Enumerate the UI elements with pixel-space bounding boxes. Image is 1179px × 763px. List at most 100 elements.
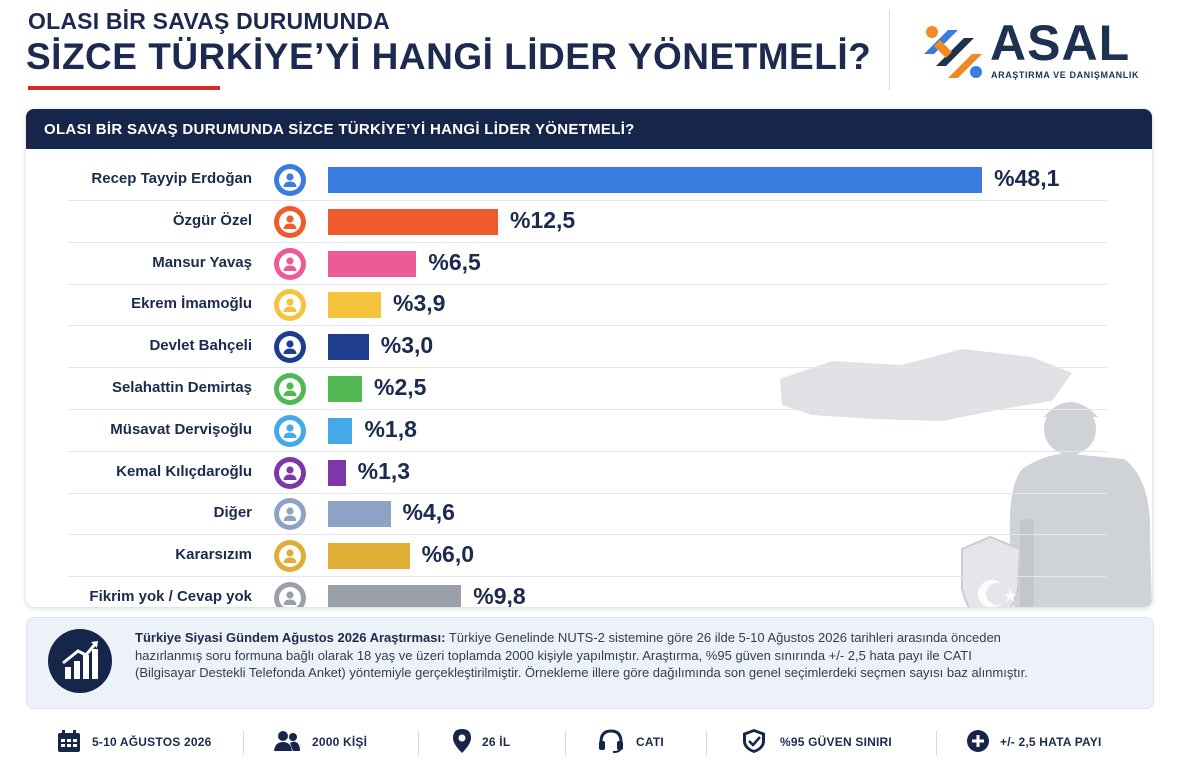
bar (328, 417, 353, 444)
chart-row: Ekrem İmamoğlu %3,9 (26, 284, 1152, 327)
category-label: Devlet Bahçeli (149, 337, 252, 355)
bar (328, 250, 417, 277)
person-avatar-icon (274, 205, 306, 238)
category-label: Kararsızım (175, 546, 252, 564)
footer-sample-label: 2000 KİŞİ (312, 735, 368, 749)
title-line-2: SİZCE TÜRKİYE’Yİ HANGİ LİDER YÖNETMELİ? (26, 36, 872, 77)
title-underline (28, 86, 220, 90)
value-label: %6,5 (428, 248, 481, 275)
chart-row: Fikrim yok / Cevap yok %9,8 (26, 577, 1152, 607)
people-icon (274, 731, 300, 751)
methodology-text: Türkiye Siyasi Gündem Ağustos 2026 Araşt… (135, 629, 1035, 682)
category-label: Özgür Özel (172, 211, 252, 229)
category-label: Ekrem İmamoğlu (131, 295, 252, 313)
category-label: Diğer (213, 504, 252, 522)
footer-method-label: CATI (636, 735, 664, 749)
brand-mark-icon (924, 26, 982, 78)
value-label: %1,8 (364, 415, 417, 442)
row-separator (68, 283, 1107, 285)
footer-bar: 5-10 AĞUSTOS 2026 2000 KİŞİ 26 İL CATI %… (0, 719, 1179, 763)
header-divider (889, 10, 890, 90)
category-label: Müsavat Dervişoğlu (110, 420, 252, 438)
chart-row: Kararsızım %6,0 (26, 535, 1152, 578)
bar (328, 543, 410, 570)
bar (328, 334, 369, 361)
category-label: Recep Tayyip Erdoğan (91, 170, 252, 187)
footer-provinces-label: 26 İL (482, 735, 511, 749)
person-avatar-icon (274, 164, 306, 196)
value-label: %9,8 (473, 583, 526, 607)
person-avatar-icon (274, 456, 306, 489)
value-label: %6,0 (421, 541, 475, 568)
row-separator (68, 576, 1107, 578)
row-separator (68, 367, 1107, 369)
brand-name: ASAL (990, 15, 1131, 71)
methodology-body: Türkiye Genelinde NUTS-2 sistemine göre … (135, 630, 1028, 680)
row-separator (68, 200, 1107, 201)
bar (328, 292, 382, 319)
chart-row: Özgür Özel %12,5 (26, 201, 1152, 243)
methodology-box: Türkiye Siyasi Gündem Ağustos 2026 Araşt… (26, 617, 1154, 709)
row-separator (68, 534, 1107, 536)
bar (328, 585, 462, 607)
bar (328, 167, 983, 193)
value-label: %3,0 (380, 332, 434, 359)
footer-date-label: 5-10 AĞUSTOS 2026 (92, 735, 212, 749)
bar (328, 459, 346, 486)
methodology-title: Türkiye Siyasi Gündem Ağustos 2026 Araşt… (135, 630, 446, 645)
value-label: %1,3 (357, 457, 411, 484)
person-avatar-icon (274, 373, 306, 405)
chart-row: Selahattin Demirtaş %2,5 (26, 368, 1152, 410)
value-label: %48,1 (994, 165, 1060, 191)
soldier-map-illustration (780, 349, 1152, 607)
person-avatar-icon (274, 414, 306, 447)
value-label: %4,6 (402, 499, 455, 526)
category-label: Mansur Yavaş (152, 253, 252, 271)
growth-chart-icon (48, 629, 112, 693)
person-avatar-icon (274, 582, 306, 607)
row-separator (68, 450, 1107, 452)
category-label: Kemal Kılıçdaroğlu (116, 462, 252, 480)
headset-icon (599, 729, 623, 753)
chart-row: Kemal Kılıçdaroğlu %1,3 (26, 452, 1152, 494)
person-avatar-icon (274, 289, 306, 322)
person-avatar-icon (274, 331, 306, 364)
chart-row: Devlet Bahçeli %3,0 (26, 326, 1152, 369)
chart-row: Diğer %4,6 (26, 493, 1152, 536)
row-separator (68, 409, 1107, 410)
row-separator (68, 492, 1107, 494)
row-separator (68, 325, 1107, 327)
title-line-1: OLASI BİR SAVAŞ DURUMUNDA (28, 8, 390, 34)
footer-divider (706, 731, 707, 755)
chart-row: Recep Tayyip Erdoğan %48,1 (26, 159, 1152, 201)
person-avatar-icon (274, 247, 306, 280)
footer-confidence-label: %95 GÜVEN SINIRI (780, 735, 892, 749)
chart-header: OLASI BİR SAVAŞ DURUMUNDA SİZCE TÜRKİYE’… (26, 109, 1152, 149)
chart-row: Müsavat Dervişoğlu %1,8 (26, 410, 1152, 452)
person-avatar-icon (274, 540, 306, 573)
brand-subtitle: ARAŞTIRMA VE DANIŞMANLIK (991, 70, 1140, 80)
value-label: %12,5 (510, 206, 576, 233)
value-label: %2,5 (374, 374, 427, 400)
footer-divider (565, 731, 566, 755)
footer-divider (936, 731, 937, 755)
value-label: %3,9 (393, 290, 446, 317)
bar (328, 501, 391, 528)
chart-title: OLASI BİR SAVAŞ DURUMUNDA SİZCE TÜRKİYE’… (44, 121, 635, 138)
category-label: Selahattin Demirtaş (111, 379, 252, 396)
shield-check-icon (743, 729, 765, 753)
footer-divider (243, 731, 244, 755)
location-pin-icon (453, 729, 471, 753)
brand-logo: ASAL ARAŞTIRMA VE DANIŞMANLIK (918, 15, 1158, 84)
chart-card: OLASI BİR SAVAŞ DURUMUNDA SİZCE TÜRKİYE’… (26, 109, 1152, 607)
bar (328, 376, 362, 402)
category-label: Fikrim yok / Cevap yok (89, 588, 252, 605)
chart-row: Mansur Yavaş %6,5 (26, 243, 1152, 285)
row-separator (68, 241, 1107, 243)
plus-circle-icon (967, 730, 989, 752)
person-avatar-icon (274, 498, 306, 531)
bar (328, 208, 498, 235)
calendar-icon (58, 730, 80, 752)
footer-divider (418, 731, 419, 755)
footer-margin-label: +/- 2,5 HATA PAYI (1000, 735, 1102, 749)
